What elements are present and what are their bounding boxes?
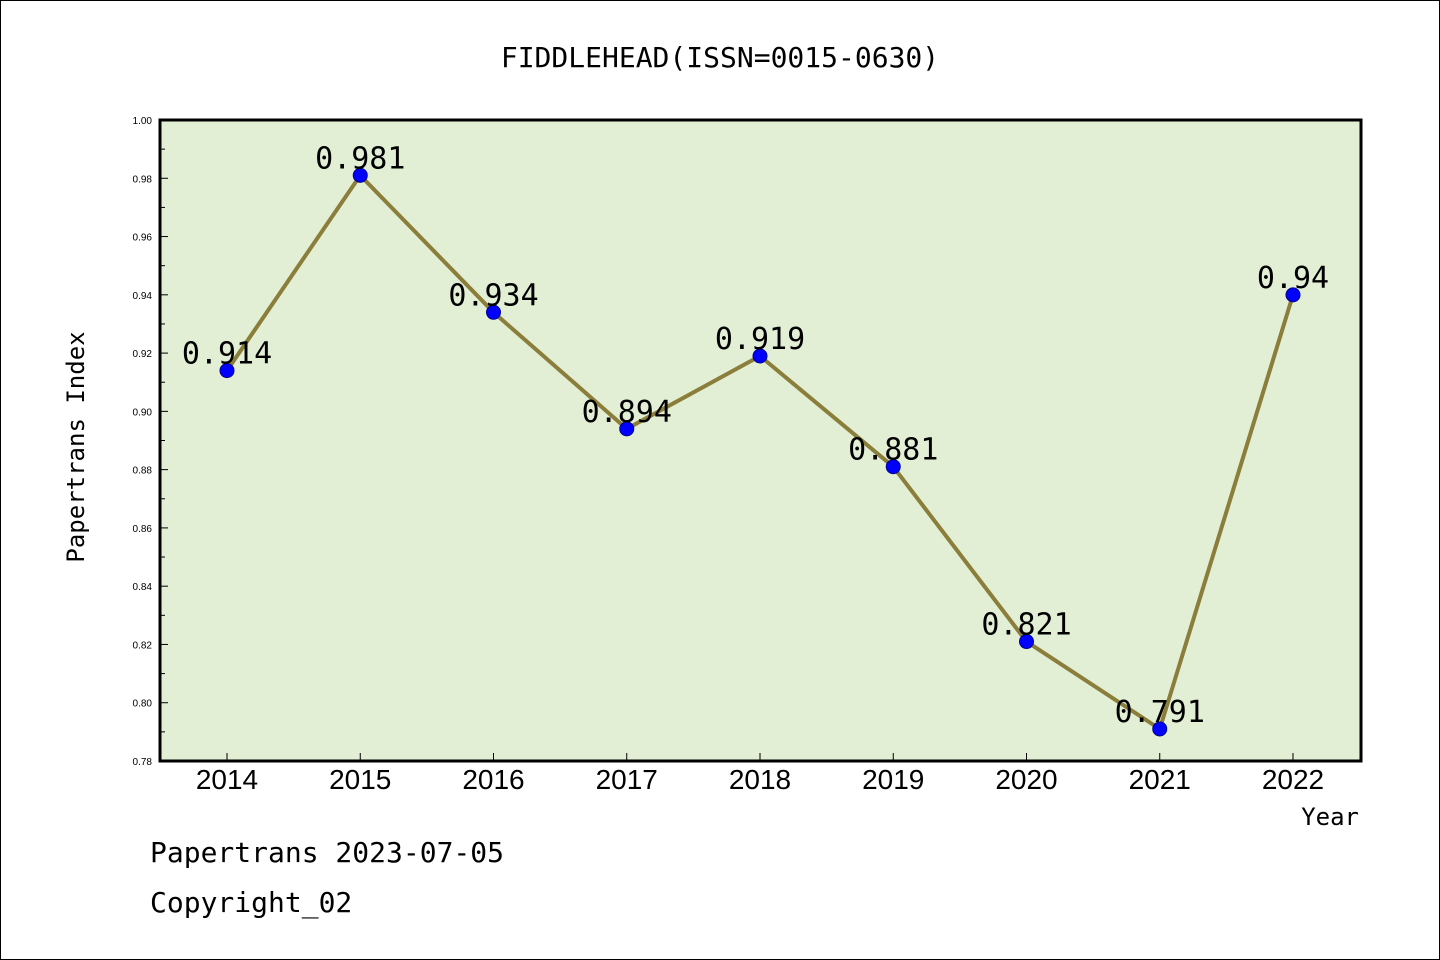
data-point-2021 [1152,721,1168,737]
x-tick-label: 2018 [729,764,791,795]
data-point-2016 [486,304,501,320]
y-tick-label: 0.84 [133,582,153,593]
x-axis-label: Year [1301,803,1359,831]
y-tick-label: 0.96 [133,233,153,244]
series-group [219,167,1301,737]
x-tick-label: 2015 [329,764,391,795]
y-tick-label: 1.00 [133,116,153,127]
y-tick-label: 0.86 [133,524,153,535]
data-label-2019: 0.881 [848,433,938,468]
data-label-2016: 0.934 [448,278,538,313]
data-point-2017 [619,421,635,437]
footer-copyright: Copyright_02 [150,886,353,919]
y-tick-label: 0.82 [133,640,153,651]
y-tick-label: 0.94 [133,291,153,302]
data-point-2020 [1019,634,1034,650]
data-point-2014 [219,363,235,379]
y-axis: 0.78 0.80 0.82 0.84 0.86 0.88 0.90 0.92 0.94 0.96… [133,116,168,768]
data-label-2021: 0.791 [1115,695,1205,730]
data-label-2017: 0.894 [582,395,672,430]
footer-date: Papertrans 2023-07-05 [150,836,505,869]
data-point-2019 [885,459,901,475]
chart-title: FIDDLEHEAD(ISSN=0015-0630) [501,41,939,74]
y-tick-label: 0.98 [133,174,153,185]
data-label-2018: 0.919 [715,322,805,357]
data-labels: 0.914 0.981 0.934 0.894 0.919 0.881 0.821 0.791… [182,141,1329,730]
y-tick-label: 0.88 [133,466,153,477]
x-tick-label: 2019 [862,764,924,795]
y-tick-label: 0.92 [133,349,153,360]
data-label-2022: 0.94 [1257,261,1329,296]
y-axis-label: Papertrans Index [62,331,90,562]
data-point-2015 [352,167,368,183]
data-label-2020: 0.821 [981,608,1071,643]
y-tick-label: 0.78 [133,757,153,768]
plot-area [158,118,1363,763]
x-tick-label: 2017 [596,764,658,795]
y-tick-label: 0.90 [133,407,153,418]
x-tick-label: 2022 [1262,764,1324,795]
data-label-2015: 0.981 [315,141,405,176]
y-tick-label: 0.80 [133,699,153,710]
x-tick-label: 2014 [196,764,258,795]
x-tick-label: 2020 [995,764,1057,795]
x-tick-label: 2016 [462,764,524,795]
data-label-2014: 0.914 [182,337,272,372]
data-point-2022 [1285,287,1301,303]
x-tick-label: 2021 [1129,764,1191,795]
data-point-2018 [752,348,768,364]
x-axis: 2014 2015 2016 2017 2018 2019 2020 2021 2022 [196,753,1324,795]
